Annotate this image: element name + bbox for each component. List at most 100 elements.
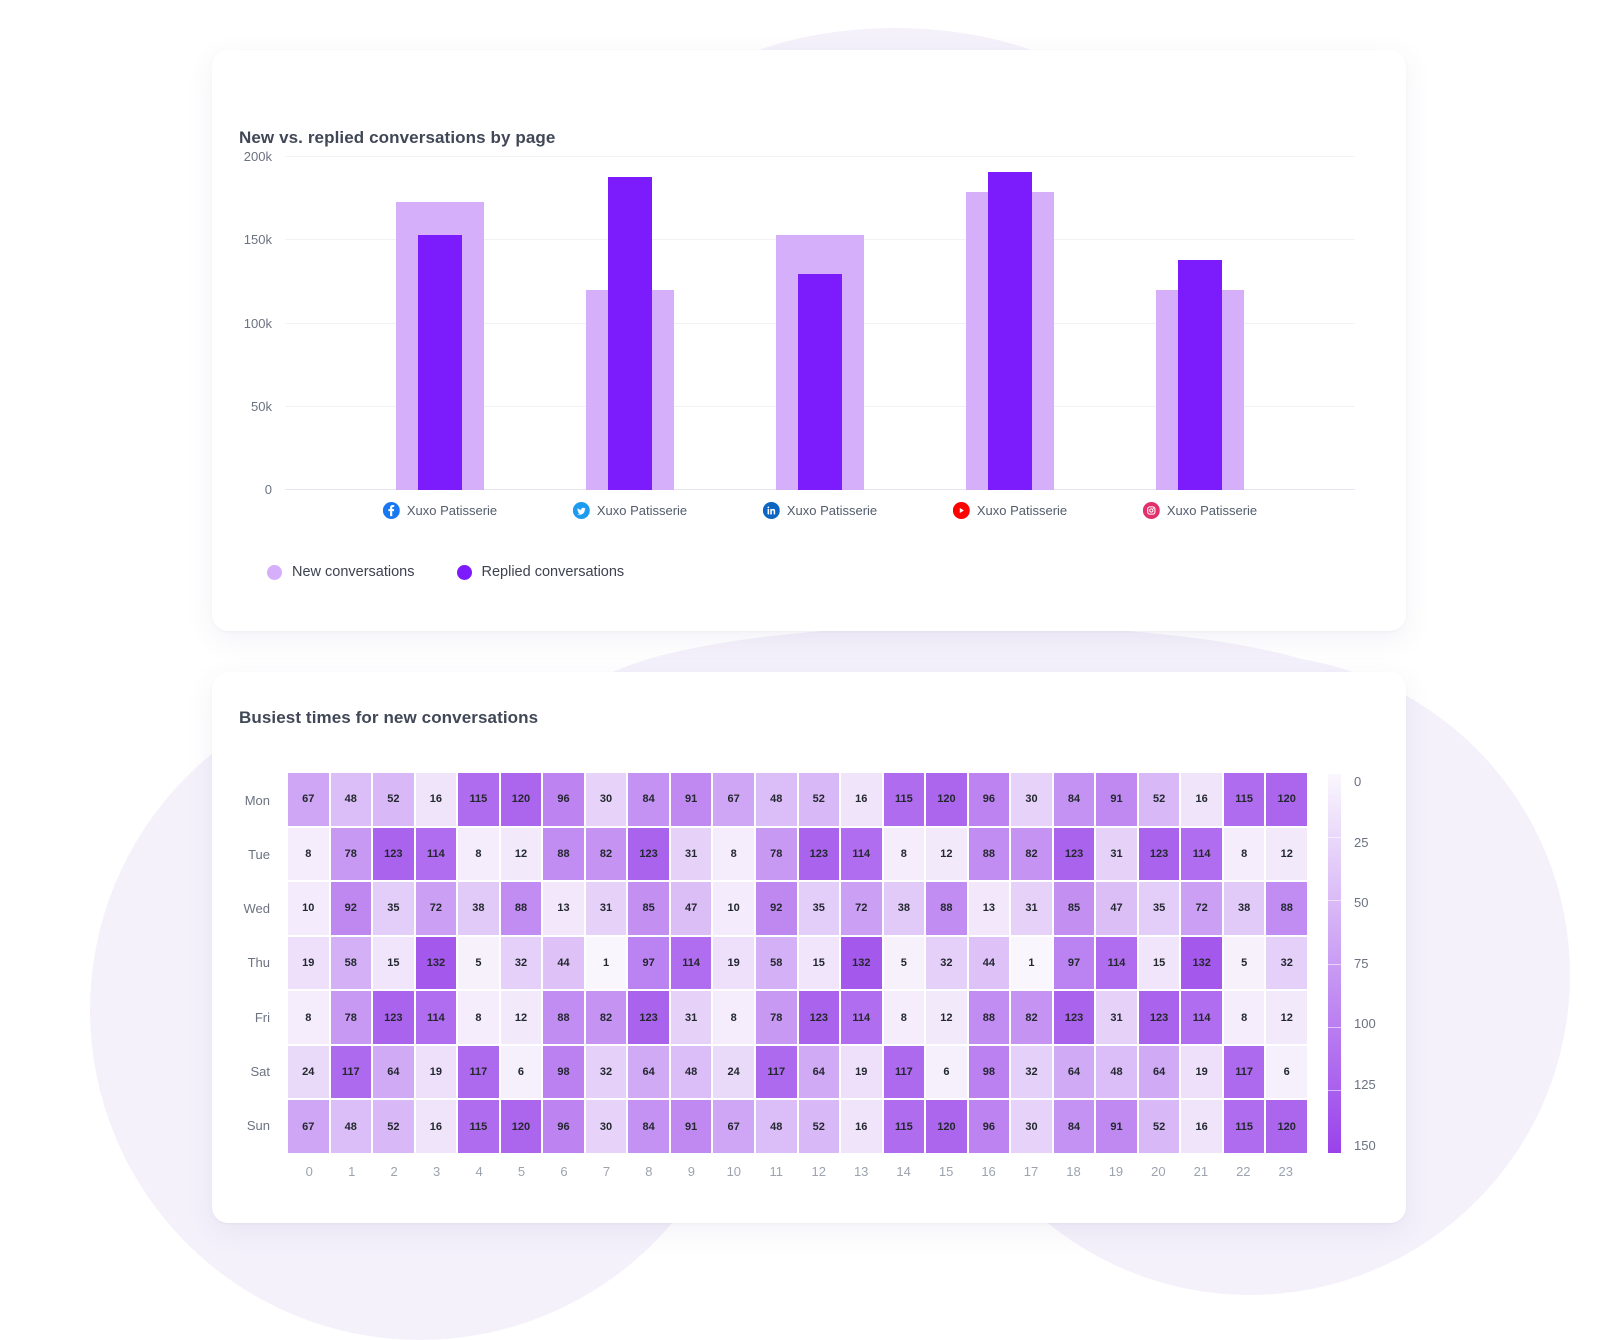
heatmap-cell: 8 <box>1223 827 1265 881</box>
heatmap-cell: 12 <box>926 827 967 881</box>
heatmap-cell: 85 <box>628 882 669 935</box>
heatmap-cell: 30 <box>1011 773 1052 826</box>
heatmap-cell: 123 <box>1138 827 1180 881</box>
heatmap-cell: 5 <box>1223 936 1265 990</box>
hour-label: 12 <box>811 1164 826 1179</box>
bar-chart-title: New vs. replied conversations by page <box>239 128 556 147</box>
heatmap-cell: 16 <box>841 773 882 826</box>
facebook-icon <box>382 502 400 519</box>
heatmap-cell: 82 <box>585 991 627 1044</box>
legend-label-replied: Replied conversations <box>481 564 625 580</box>
replied-conversations-bar <box>798 273 842 490</box>
heatmap-cell: 72 <box>1181 882 1222 935</box>
replied-conversations-bar <box>988 172 1032 490</box>
heatmap-cell: 32 <box>1011 1045 1052 1099</box>
heatmap-cell: 88 <box>1266 882 1307 935</box>
heatmap-cell: 96 <box>543 1100 584 1153</box>
heatmap-cell: 8 <box>713 827 754 881</box>
heatmap-cell: 30 <box>585 773 627 826</box>
heatmap-cell: 58 <box>330 936 372 990</box>
heatmap-cell: 24 <box>288 1045 329 1099</box>
heatmap-cell: 48 <box>330 773 372 826</box>
heatmap-cell: 67 <box>713 773 754 826</box>
heatmap-cell: 72 <box>841 882 882 935</box>
heatmap-cell: 64 <box>798 1045 840 1099</box>
heatmap-cell: 13 <box>543 882 584 935</box>
day-label: Wed <box>243 901 271 917</box>
heatmap-cell: 19 <box>288 936 329 990</box>
hour-label: 21 <box>1193 1164 1209 1179</box>
heatmap-cell: 8 <box>458 827 499 881</box>
heatmap-grid: 67 48 52 16 115 120 96 30 84 91 67 48 52 16 115 120 96 30… <box>288 773 1307 1153</box>
heatmap-cell: 58 <box>755 936 797 990</box>
hour-label: 10 <box>726 1164 742 1179</box>
heatmap-cell: 88 <box>500 882 542 935</box>
scale-tick-line <box>1328 963 1341 965</box>
replied-conversations-bar <box>418 235 462 490</box>
heatmap-cell: 114 <box>841 991 882 1044</box>
heatmap-cell: 114 <box>670 936 712 990</box>
heatmap-cell: 24 <box>713 1045 754 1099</box>
heatmap-cell: 67 <box>288 1100 329 1153</box>
heatmap-cell: 120 <box>926 773 967 826</box>
heatmap-cell: 10 <box>713 882 754 935</box>
heatmap-cell: 117 <box>330 1045 372 1099</box>
heatmap-cell: 78 <box>755 827 797 881</box>
legend-item-new: New conversations <box>267 564 415 580</box>
heatmap-cell: 115 <box>883 1100 925 1153</box>
heatmap-cell: 52 <box>798 773 840 826</box>
heatmap-cell: 115 <box>883 773 925 826</box>
legend-dot-new <box>267 564 282 580</box>
bar-plot <box>285 156 1355 490</box>
heatmap-cell: 19 <box>415 1045 457 1099</box>
heatmap-cell: 117 <box>1223 1045 1265 1099</box>
hour-label: 4 <box>475 1164 483 1179</box>
x-axis-label: Xuxo Patisserie <box>952 502 1068 519</box>
heatmap-cell: 132 <box>1181 936 1222 990</box>
heatmap-cell: 64 <box>1053 1045 1095 1099</box>
heatmap-cell: 120 <box>1266 1100 1307 1153</box>
heatmap-color-scale <box>1328 774 1341 1153</box>
day-label: Sun <box>246 1118 270 1134</box>
heatmap-cell: 88 <box>543 827 584 881</box>
scale-tick-line <box>1328 837 1341 839</box>
heatmap-cell: 114 <box>1181 827 1222 881</box>
heatmap-cell: 5 <box>458 936 499 990</box>
heatmap-cell: 120 <box>500 773 542 826</box>
heatmap-cell: 48 <box>1096 1045 1137 1099</box>
heatmap-cell: 114 <box>1181 991 1222 1044</box>
heatmap-cell: 44 <box>968 936 1010 990</box>
heatmap-cell: 31 <box>1096 991 1137 1044</box>
heatmap-cell: 16 <box>415 773 457 826</box>
scale-tick-label: 25 <box>1354 834 1369 850</box>
page-name: Xuxo Patisserie <box>976 503 1068 518</box>
scale-tick-label: 50 <box>1354 895 1369 911</box>
hour-label: 16 <box>981 1164 996 1179</box>
heatmap-card: Busiest times for new conversations Mon T… <box>212 672 1406 1223</box>
hour-label: 9 <box>687 1164 695 1179</box>
heatmap-cell: 52 <box>1138 1100 1180 1153</box>
y-axis-tick: 100k <box>243 315 272 331</box>
heatmap-cell: 47 <box>670 882 712 935</box>
heatmap-cell: 12 <box>500 991 542 1044</box>
heatmap-cell: 88 <box>968 991 1010 1044</box>
heatmap-cell: 115 <box>1223 1100 1265 1153</box>
heatmap-cell: 84 <box>628 1100 669 1153</box>
heatmap-cell: 115 <box>458 1100 499 1153</box>
heatmap-cell: 1 <box>585 936 627 990</box>
heatmap-cell: 115 <box>1223 773 1265 826</box>
heatmap-cell: 91 <box>1096 1100 1137 1153</box>
heatmap-cell: 13 <box>968 882 1010 935</box>
heatmap-cell: 31 <box>670 827 712 881</box>
hour-label: 20 <box>1151 1164 1166 1179</box>
hour-label: 3 <box>432 1164 441 1179</box>
heatmap-cell: 35 <box>1138 882 1180 935</box>
heatmap-cell: 92 <box>330 882 372 935</box>
heatmap-cell: 8 <box>458 991 499 1044</box>
heatmap-cell: 16 <box>1181 773 1222 826</box>
hour-label: 11 <box>769 1164 784 1179</box>
day-label: Fri <box>254 1009 270 1025</box>
x-axis-label: Xuxo Patisserie <box>762 502 877 519</box>
heatmap-cell: 123 <box>798 827 840 881</box>
heatmap-cell: 12 <box>926 991 967 1044</box>
